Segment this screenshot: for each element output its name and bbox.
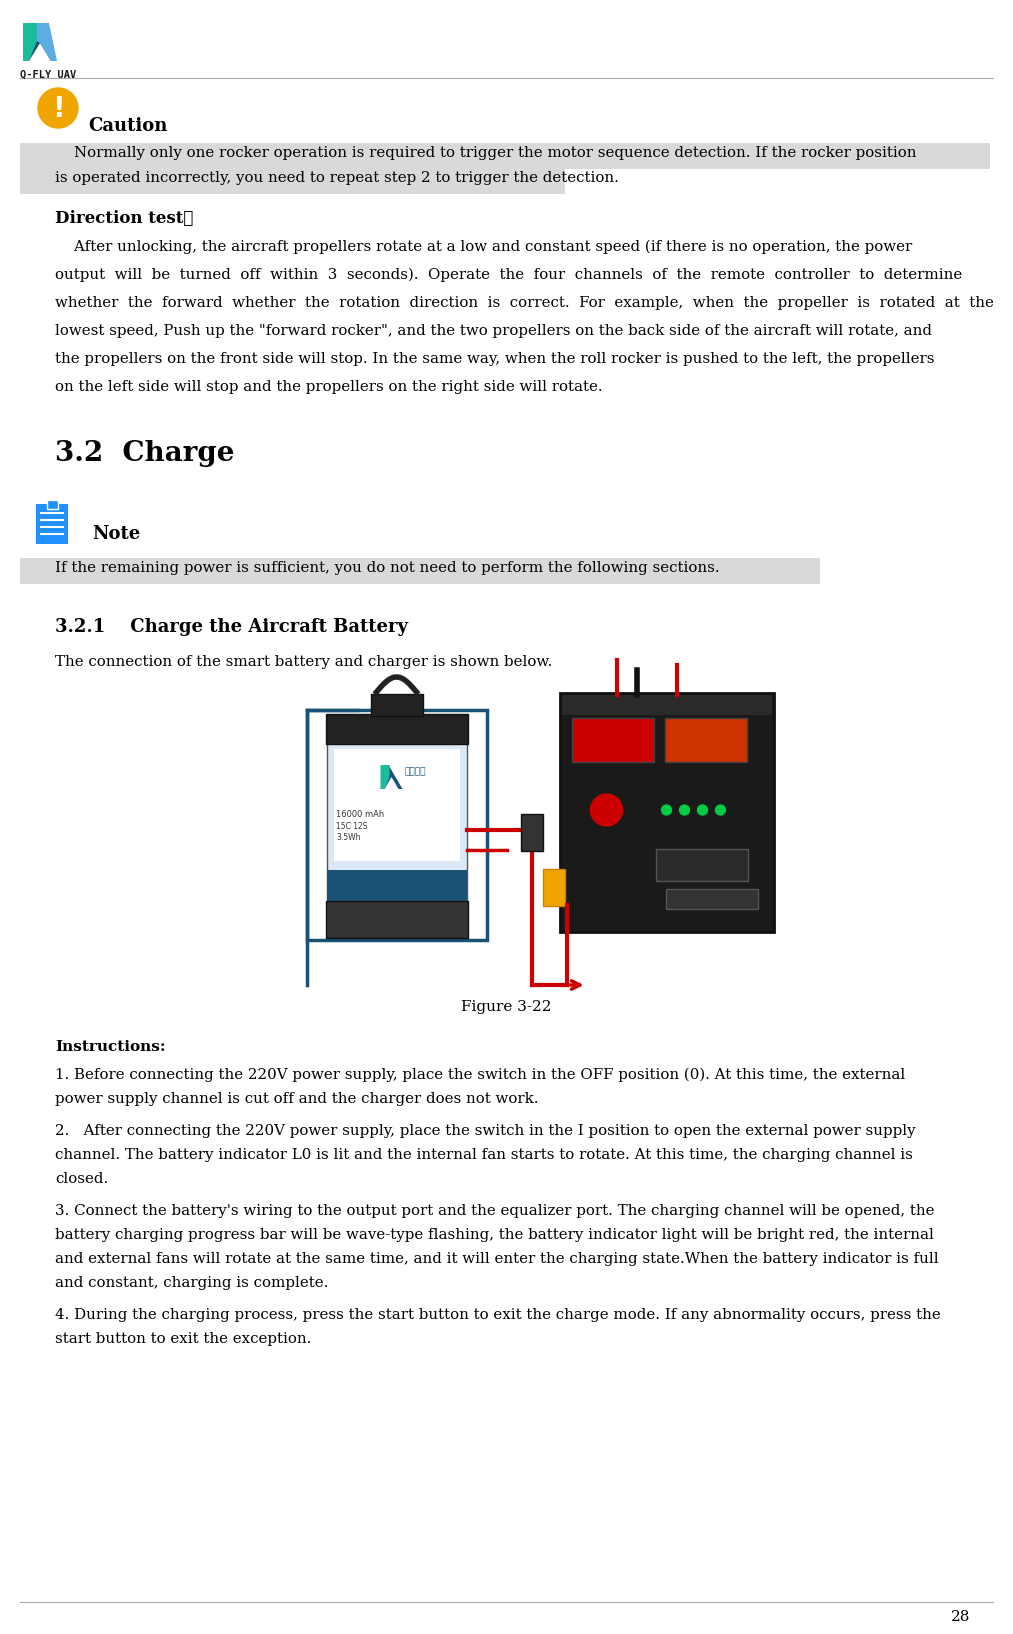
FancyBboxPatch shape (371, 694, 422, 716)
Text: Direction test：: Direction test： (55, 211, 193, 227)
Polygon shape (37, 23, 57, 60)
Text: If the remaining power is sufficient, you do not need to perform the following s: If the remaining power is sufficient, yo… (55, 560, 719, 575)
FancyBboxPatch shape (333, 748, 460, 861)
Text: start button to exit the exception.: start button to exit the exception. (55, 1332, 311, 1346)
FancyBboxPatch shape (326, 743, 467, 904)
Text: !: ! (52, 95, 64, 123)
Text: Caution: Caution (88, 118, 167, 136)
Text: on the left side will stop and the propellers on the right side will rotate.: on the left side will stop and the prope… (55, 381, 603, 394)
FancyBboxPatch shape (20, 557, 820, 583)
Polygon shape (23, 23, 37, 60)
FancyBboxPatch shape (325, 714, 468, 743)
FancyBboxPatch shape (326, 869, 467, 905)
Text: The connection of the smart battery and charger is shown below.: The connection of the smart battery and … (55, 655, 552, 668)
FancyBboxPatch shape (559, 693, 774, 931)
Text: closed.: closed. (55, 1172, 108, 1186)
Text: and external fans will rotate at the same time, and it will enter the charging s: and external fans will rotate at the sam… (55, 1252, 939, 1266)
Text: Note: Note (92, 525, 140, 542)
FancyBboxPatch shape (571, 717, 653, 761)
Text: 2.   After connecting the 220V power supply, place the switch in the I position : 2. After connecting the 220V power suppl… (55, 1124, 916, 1137)
Text: 3.2  Charge: 3.2 Charge (55, 440, 234, 467)
Text: 3.5Wh: 3.5Wh (336, 833, 361, 842)
Text: 4. During the charging process, press the start button to exit the charge mode. : 4. During the charging process, press th… (55, 1307, 941, 1322)
FancyBboxPatch shape (36, 503, 68, 544)
Text: 15C 12S: 15C 12S (336, 822, 368, 832)
Text: 1. Before connecting the 220V power supply, place the switch in the OFF position: 1. Before connecting the 220V power supp… (55, 1069, 906, 1082)
Polygon shape (23, 23, 57, 60)
FancyBboxPatch shape (47, 500, 58, 508)
Text: 28: 28 (950, 1609, 970, 1624)
Circle shape (38, 88, 78, 127)
Polygon shape (381, 765, 402, 789)
Text: power supply channel is cut off and the charger does not work.: power supply channel is cut off and the … (55, 1092, 539, 1106)
FancyBboxPatch shape (20, 168, 565, 194)
Text: channel. The battery indicator L0 is lit and the internal fan starts to rotate. : channel. The battery indicator L0 is lit… (55, 1149, 913, 1162)
Text: Instructions:: Instructions: (55, 1039, 165, 1054)
Text: output  will  be  turned  off  within  3  seconds).  Operate  the  four  channel: output will be turned off within 3 secon… (55, 268, 962, 283)
Text: 16000 mAh: 16000 mAh (336, 810, 385, 819)
Circle shape (661, 806, 672, 815)
Circle shape (680, 806, 690, 815)
Text: the propellers on the front side will stop. In the same way, when the roll rocke: the propellers on the front side will st… (55, 351, 935, 366)
Circle shape (698, 806, 707, 815)
FancyBboxPatch shape (655, 850, 748, 881)
FancyBboxPatch shape (325, 900, 468, 938)
Polygon shape (381, 765, 390, 789)
Text: 3. Connect the battery's wiring to the output port and the equalizer port. The c: 3. Connect the battery's wiring to the o… (55, 1204, 935, 1217)
Text: battery charging progress bar will be wave-type flashing, the battery indicator : battery charging progress bar will be wa… (55, 1229, 934, 1242)
Text: 3.2.1    Charge the Aircraft Battery: 3.2.1 Charge the Aircraft Battery (55, 618, 408, 636)
FancyBboxPatch shape (20, 144, 990, 168)
Text: After unlocking, the aircraft propellers rotate at a low and constant speed (if : After unlocking, the aircraft propellers… (55, 240, 913, 255)
Text: 启飞智能: 启飞智能 (404, 766, 426, 776)
Text: is operated incorrectly, you need to repeat step 2 to trigger the detection.: is operated incorrectly, you need to rep… (55, 172, 619, 185)
FancyBboxPatch shape (521, 814, 543, 851)
Text: Q-FLY UAV: Q-FLY UAV (20, 70, 76, 80)
Text: lowest speed, Push up the "forward rocker", and the two propellers on the back s: lowest speed, Push up the "forward rocke… (55, 324, 932, 338)
Circle shape (715, 806, 725, 815)
Text: Normally only one rocker operation is required to trigger the motor sequence det: Normally only one rocker operation is re… (55, 145, 917, 160)
Text: and constant, charging is complete.: and constant, charging is complete. (55, 1276, 328, 1289)
FancyBboxPatch shape (665, 717, 747, 761)
FancyBboxPatch shape (543, 869, 564, 905)
Text: whether  the  forward  whether  the  rotation  direction  is  correct.  For  exa: whether the forward whether the rotation… (55, 296, 994, 310)
Circle shape (591, 794, 623, 827)
FancyBboxPatch shape (561, 694, 772, 716)
FancyBboxPatch shape (666, 889, 758, 909)
Text: Figure 3-22: Figure 3-22 (461, 1000, 552, 1015)
